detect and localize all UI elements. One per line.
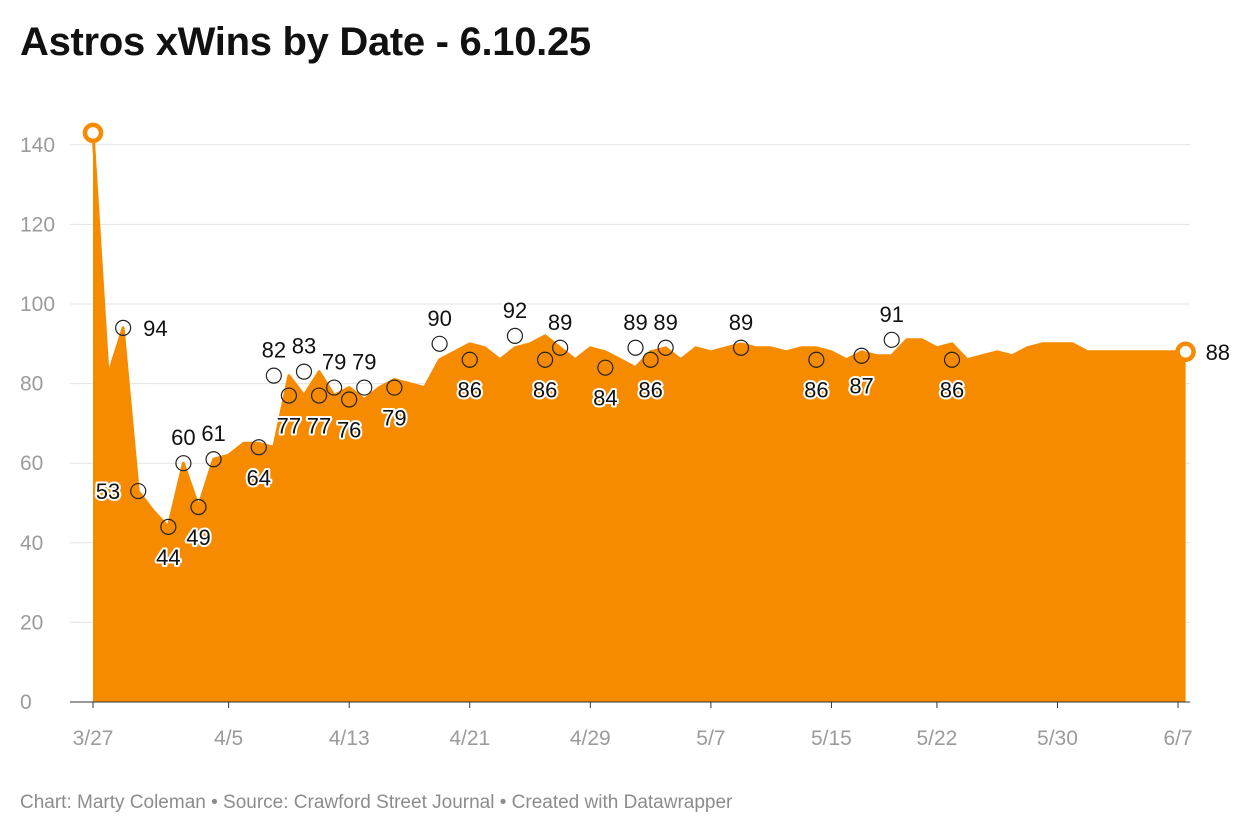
- data-label: 53: [96, 479, 120, 504]
- point-marker: [280, 387, 298, 404]
- x-tick-label: 5/7: [696, 727, 725, 750]
- data-label: 84: [593, 386, 617, 411]
- point-marker: [883, 331, 900, 348]
- data-label: 83: [292, 334, 316, 359]
- point-marker: [265, 367, 282, 384]
- y-tick-label: 60: [20, 452, 43, 475]
- y-tick-label: 120: [20, 213, 55, 236]
- data-label: 82: [262, 338, 286, 363]
- data-label: 64: [247, 465, 271, 490]
- point-marker: [386, 379, 403, 396]
- data-label: 79: [322, 350, 346, 375]
- data-label: 89: [653, 310, 677, 335]
- data-label: 89: [729, 310, 753, 335]
- point-marker: [326, 379, 343, 396]
- end-marker: [1175, 341, 1196, 363]
- point-marker: [853, 347, 870, 364]
- point-marker: [552, 339, 569, 356]
- point-marker: [461, 351, 478, 368]
- point-marker: [431, 335, 448, 352]
- data-label: 79: [352, 350, 376, 375]
- point-marker: [627, 339, 644, 356]
- point-marker: [250, 439, 267, 456]
- data-label: 90: [427, 306, 451, 331]
- y-tick-label: 20: [20, 611, 43, 634]
- y-tick-label: 100: [20, 293, 55, 316]
- data-label: 92: [503, 298, 527, 323]
- data-label: 77: [277, 414, 301, 439]
- x-tick-label: 4/13: [329, 727, 370, 750]
- point-marker: [115, 319, 132, 336]
- point-marker: [506, 327, 524, 344]
- x-tick-label: 6/7: [1163, 727, 1192, 750]
- data-label: 86: [638, 378, 662, 403]
- y-tick-label: 80: [20, 373, 43, 396]
- data-label: 88: [1206, 340, 1230, 365]
- data-label: 86: [940, 378, 964, 403]
- data-label: 91: [879, 302, 903, 327]
- point-marker: [205, 451, 222, 468]
- data-label: 60: [171, 425, 195, 450]
- point-marker: [160, 518, 177, 535]
- point-marker: [642, 351, 659, 368]
- marker-layer: [82, 122, 1196, 535]
- data-label: 44: [156, 545, 180, 570]
- point-marker: [356, 379, 373, 396]
- x-tick-label: 5/15: [811, 727, 852, 750]
- point-marker: [190, 498, 207, 516]
- data-label: 86: [458, 378, 482, 403]
- point-marker: [295, 363, 313, 380]
- data-label: 89: [623, 310, 647, 335]
- chart-title: Astros xWins by Date - 6.10.25: [20, 20, 591, 64]
- data-label: 87: [849, 374, 873, 399]
- x-tick-label: 4/5: [214, 727, 243, 750]
- area-layer: [91, 132, 1186, 702]
- data-label: 49: [186, 525, 210, 550]
- point-marker: [943, 351, 961, 368]
- data-label: 89: [548, 310, 572, 335]
- chart-footer: Chart: Marty Coleman • Source: Crawford …: [20, 792, 733, 813]
- area-chart: 0 20 40 60 80 100 120 140 3/27 4/5 4/13 4/21 4/29 5/7…: [20, 122, 1232, 750]
- x-tick-label: 3/27: [73, 727, 114, 750]
- point-marker: [657, 339, 674, 356]
- data-label: 94: [143, 316, 167, 341]
- data-label: 76: [337, 418, 361, 443]
- data-label: 77: [307, 414, 331, 439]
- point-marker: [597, 359, 614, 376]
- point-marker: [130, 482, 147, 500]
- x-tick-label: 4/21: [449, 727, 490, 750]
- point-marker: [808, 351, 825, 368]
- y-tick-label: 0: [20, 691, 32, 714]
- point-marker: [732, 339, 750, 356]
- data-label: 86: [804, 378, 828, 403]
- data-label: 86: [533, 378, 557, 403]
- axis-layer: 0 20 40 60 80 100 120 140 3/27 4/5 4/13 4/21 4/29 5/7…: [20, 134, 1193, 750]
- x-tick-label: 5/22: [916, 727, 957, 750]
- data-label: 61: [201, 421, 225, 446]
- x-tick-label: 5/30: [1037, 727, 1078, 750]
- label-layer: 9453446049616482778377797679799086928689…: [94, 296, 1232, 572]
- y-tick-label: 140: [20, 134, 55, 157]
- y-tick-label: 40: [20, 532, 43, 555]
- end-marker: [82, 122, 104, 144]
- point-marker: [175, 455, 192, 472]
- data-label: 79: [382, 406, 406, 431]
- x-tick-label: 4/29: [570, 727, 611, 750]
- point-marker: [341, 391, 358, 408]
- point-marker: [536, 351, 554, 368]
- xwins-area: [93, 132, 1186, 702]
- point-marker: [310, 387, 328, 404]
